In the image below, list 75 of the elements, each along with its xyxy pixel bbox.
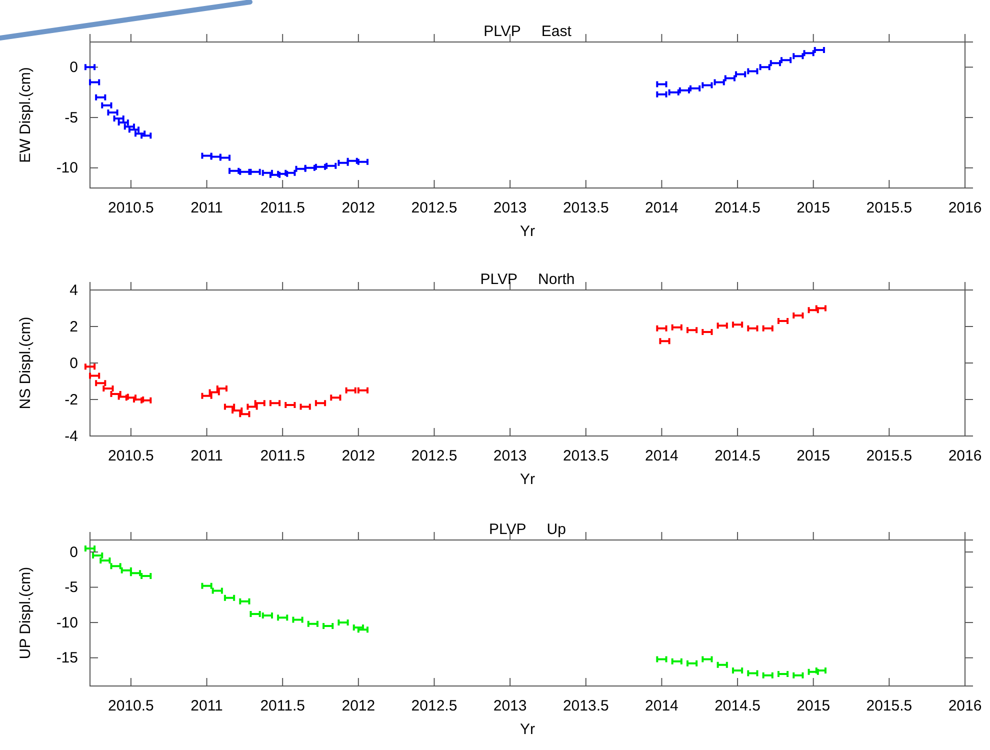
x-tick-label: 2010.5 bbox=[108, 698, 154, 715]
point bbox=[702, 81, 713, 90]
x-tick-label: 2011.5 bbox=[260, 448, 305, 465]
x-tick-label: 2015.5 bbox=[866, 698, 912, 715]
y-tick-label: -15 bbox=[56, 650, 78, 667]
point bbox=[678, 86, 690, 94]
point bbox=[815, 666, 826, 674]
x-tick-label: 2016 bbox=[948, 200, 982, 217]
point bbox=[747, 67, 758, 76]
y-tick-label: 2 bbox=[70, 318, 78, 336]
x-tick-label: 2016 bbox=[948, 448, 982, 465]
chart-title: PLVP Up bbox=[489, 521, 566, 538]
x-tick-label: 2010.5 bbox=[108, 200, 154, 217]
y-axis-title: NS Displ.(cm) bbox=[17, 316, 34, 410]
x-tick-label: 2015 bbox=[796, 200, 830, 217]
x-tick-label: 2013 bbox=[493, 448, 527, 465]
point bbox=[314, 162, 326, 171]
x-tick-label: 2011 bbox=[190, 698, 223, 715]
x-tick-label: 2010.5 bbox=[108, 448, 154, 465]
point bbox=[277, 170, 288, 178]
point bbox=[815, 304, 826, 312]
x-tick-label: 2012.5 bbox=[411, 200, 458, 217]
x-tick-label: 2011 bbox=[190, 200, 223, 217]
y-tick-label: -4 bbox=[64, 428, 78, 445]
x-tick-label: 2015.5 bbox=[866, 200, 912, 217]
x-tick-label: 2011 bbox=[190, 448, 223, 465]
y-tick-label: -5 bbox=[64, 109, 78, 126]
point bbox=[668, 88, 680, 96]
x-tick-label: 2012.5 bbox=[411, 448, 458, 465]
x-tick-label: 2013.5 bbox=[562, 698, 609, 715]
x-tick-label: 2013 bbox=[493, 698, 527, 715]
point bbox=[714, 78, 725, 86]
x-tick-label: 2015 bbox=[796, 448, 830, 465]
point bbox=[304, 164, 316, 172]
x-axis-title: Yr bbox=[520, 223, 536, 240]
y-axis-title: UP Displ.(cm) bbox=[17, 566, 34, 660]
x-tick-label: 2012 bbox=[342, 448, 376, 465]
x-axis-title: Yr bbox=[520, 721, 536, 738]
y-tick-label: -5 bbox=[64, 579, 78, 596]
y-tick-label: 0 bbox=[70, 58, 78, 76]
point bbox=[690, 84, 701, 92]
y-tick-label: -10 bbox=[56, 160, 78, 177]
point bbox=[803, 49, 814, 58]
x-tick-label: 2011.5 bbox=[260, 200, 305, 217]
y-tick-label: 0 bbox=[70, 544, 78, 561]
x-tick-label: 2012 bbox=[342, 200, 376, 217]
point bbox=[814, 46, 825, 54]
point bbox=[780, 56, 792, 64]
chart-title: PLVP East bbox=[484, 23, 572, 40]
y-tick-label: 0 bbox=[70, 354, 78, 372]
y-tick-label: -2 bbox=[64, 391, 78, 408]
x-tick-label: 2013.5 bbox=[562, 448, 609, 465]
x-tick-label: 2014 bbox=[645, 200, 678, 217]
chart-title: PLVP North bbox=[480, 271, 575, 288]
x-tick-label: 2014 bbox=[645, 448, 678, 465]
y-tick-label: -10 bbox=[56, 614, 78, 632]
y-tick-label: 4 bbox=[70, 282, 78, 299]
x-tick-label: 2014 bbox=[645, 698, 678, 715]
point bbox=[284, 168, 296, 177]
x-tick-label: 2014.5 bbox=[714, 448, 760, 465]
x-tick-label: 2012.5 bbox=[411, 698, 458, 715]
x-tick-label: 2013.5 bbox=[562, 200, 609, 217]
x-tick-label: 2015.5 bbox=[866, 448, 912, 465]
x-tick-label: 2015 bbox=[796, 698, 830, 715]
x-tick-label: 2014.5 bbox=[714, 698, 760, 715]
x-tick-label: 2012 bbox=[342, 698, 376, 715]
x-tick-label: 2011.5 bbox=[260, 698, 305, 715]
x-tick-label: 2014.5 bbox=[714, 200, 760, 217]
point bbox=[326, 162, 337, 170]
y-axis-title: EW Displ.(cm) bbox=[17, 67, 34, 163]
x-tick-label: 2016 bbox=[948, 698, 982, 715]
point bbox=[357, 386, 369, 394]
x-axis-title: Yr bbox=[520, 471, 536, 488]
x-tick-label: 2013 bbox=[493, 200, 527, 217]
point bbox=[338, 158, 349, 167]
